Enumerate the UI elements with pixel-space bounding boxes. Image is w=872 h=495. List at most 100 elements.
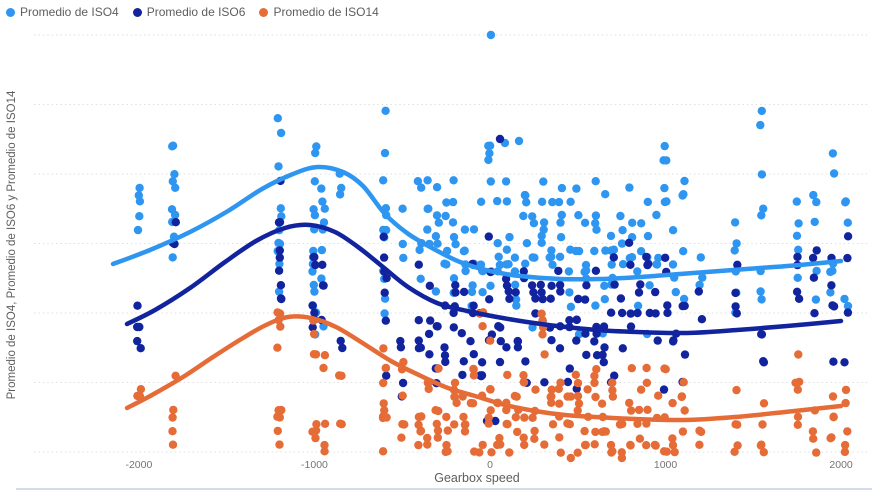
data-point-series-2[interactable] xyxy=(450,392,459,401)
data-point-series-2[interactable] xyxy=(795,377,804,387)
data-point-series-2[interactable] xyxy=(841,385,851,395)
data-point-series-0[interactable] xyxy=(312,142,321,151)
data-point-series-2[interactable] xyxy=(397,433,406,442)
data-point-series-1[interactable] xyxy=(441,357,450,367)
data-point-series-0[interactable] xyxy=(732,239,741,248)
data-point-series-1[interactable] xyxy=(449,308,458,318)
data-point-series-2[interactable] xyxy=(606,440,616,450)
data-point-series-2[interactable] xyxy=(434,406,443,416)
data-point-series-0[interactable] xyxy=(591,219,600,228)
data-point-series-2[interactable] xyxy=(275,440,284,449)
data-point-series-0[interactable] xyxy=(809,190,818,200)
data-point-series-1[interactable] xyxy=(495,357,505,367)
data-point-series-1[interactable] xyxy=(477,358,487,367)
data-point-series-0[interactable] xyxy=(478,288,487,297)
data-point-series-1[interactable] xyxy=(659,385,669,394)
data-point-series-1[interactable] xyxy=(600,343,609,352)
data-point-series-2[interactable] xyxy=(336,419,345,428)
data-point-series-2[interactable] xyxy=(573,448,582,457)
data-point-series-0[interactable] xyxy=(548,260,557,269)
data-point-series-1[interactable] xyxy=(318,260,327,269)
data-point-series-0[interactable] xyxy=(276,204,285,213)
data-point-series-1[interactable] xyxy=(424,329,434,339)
data-point-series-0[interactable] xyxy=(730,246,739,255)
data-point-series-1[interactable] xyxy=(521,357,530,366)
data-point-series-2[interactable] xyxy=(668,434,677,443)
data-point-series-0[interactable] xyxy=(451,240,460,249)
data-point-series-2[interactable] xyxy=(615,420,625,429)
data-point-series-0[interactable] xyxy=(320,204,329,213)
data-point-series-0[interactable] xyxy=(679,247,688,256)
data-point-series-0[interactable] xyxy=(843,218,852,227)
data-point-series-0[interactable] xyxy=(502,197,512,206)
legend-item-iso4[interactable]: Promedio de ISO4 xyxy=(6,5,119,19)
data-point-series-0[interactable] xyxy=(522,239,532,248)
data-point-series-2[interactable] xyxy=(433,433,442,442)
data-point-series-2[interactable] xyxy=(460,427,470,436)
data-point-series-1[interactable] xyxy=(311,260,320,270)
data-point-series-0[interactable] xyxy=(547,252,556,261)
data-point-series-1[interactable] xyxy=(572,315,581,324)
data-point-series-1[interactable] xyxy=(466,337,475,346)
data-point-series-2[interactable] xyxy=(311,350,321,359)
data-point-series-0[interactable] xyxy=(652,210,661,220)
data-point-series-0[interactable] xyxy=(841,198,850,207)
data-point-series-1[interactable] xyxy=(663,301,672,310)
data-point-series-0[interactable] xyxy=(617,239,627,248)
data-point-series-0[interactable] xyxy=(319,218,329,227)
data-point-series-0[interactable] xyxy=(671,287,680,297)
data-point-series-2[interactable] xyxy=(414,412,424,422)
data-point-series-0[interactable] xyxy=(486,30,496,40)
data-point-series-1[interactable] xyxy=(653,336,662,345)
data-point-series-2[interactable] xyxy=(398,391,407,400)
data-point-series-0[interactable] xyxy=(274,238,283,248)
data-point-series-2[interactable] xyxy=(546,392,555,402)
data-point-series-0[interactable] xyxy=(505,232,514,242)
data-point-series-2[interactable] xyxy=(400,420,409,429)
data-point-series-0[interactable] xyxy=(379,225,388,235)
data-point-series-1[interactable] xyxy=(275,253,284,262)
data-point-series-2[interactable] xyxy=(573,406,582,415)
data-point-series-2[interactable] xyxy=(320,447,329,456)
data-point-series-2[interactable] xyxy=(469,371,479,380)
data-point-series-0[interactable] xyxy=(616,211,625,221)
data-point-series-0[interactable] xyxy=(811,295,821,304)
data-point-series-0[interactable] xyxy=(449,274,459,283)
data-point-series-1[interactable] xyxy=(531,309,540,318)
data-point-series-2[interactable] xyxy=(597,399,607,408)
data-point-series-0[interactable] xyxy=(381,106,390,116)
data-point-series-0[interactable] xyxy=(521,259,530,268)
data-point-series-2[interactable] xyxy=(732,385,741,395)
data-point-series-2[interactable] xyxy=(598,427,607,437)
data-point-series-1[interactable] xyxy=(634,288,644,297)
data-point-series-0[interactable] xyxy=(592,225,601,234)
data-point-series-1[interactable] xyxy=(425,350,434,359)
data-point-series-2[interactable] xyxy=(642,441,651,450)
data-point-series-0[interactable] xyxy=(317,245,327,255)
data-point-series-2[interactable] xyxy=(530,434,539,443)
data-point-series-2[interactable] xyxy=(423,440,432,449)
data-point-series-0[interactable] xyxy=(792,231,802,240)
data-point-series-1[interactable] xyxy=(581,329,590,338)
data-point-series-0[interactable] xyxy=(413,177,423,186)
data-point-series-0[interactable] xyxy=(398,204,407,213)
data-point-series-2[interactable] xyxy=(636,385,646,394)
data-point-series-2[interactable] xyxy=(793,385,802,394)
data-point-series-0[interactable] xyxy=(539,177,548,186)
data-point-series-1[interactable] xyxy=(133,336,142,346)
data-point-series-0[interactable] xyxy=(654,253,663,263)
data-point-series-0[interactable] xyxy=(433,239,442,248)
data-point-series-1[interactable] xyxy=(308,301,317,310)
data-point-series-1[interactable] xyxy=(484,232,493,241)
data-point-series-0[interactable] xyxy=(468,281,477,290)
data-point-series-2[interactable] xyxy=(843,427,852,436)
data-point-series-1[interactable] xyxy=(606,308,616,317)
data-point-series-1[interactable] xyxy=(563,377,573,387)
data-point-series-0[interactable] xyxy=(170,170,179,179)
data-point-series-2[interactable] xyxy=(555,433,564,442)
data-point-series-1[interactable] xyxy=(573,294,583,304)
data-point-series-0[interactable] xyxy=(171,183,180,192)
data-point-series-1[interactable] xyxy=(381,316,390,325)
data-point-series-2[interactable] xyxy=(320,440,329,450)
data-point-series-2[interactable] xyxy=(547,385,556,394)
